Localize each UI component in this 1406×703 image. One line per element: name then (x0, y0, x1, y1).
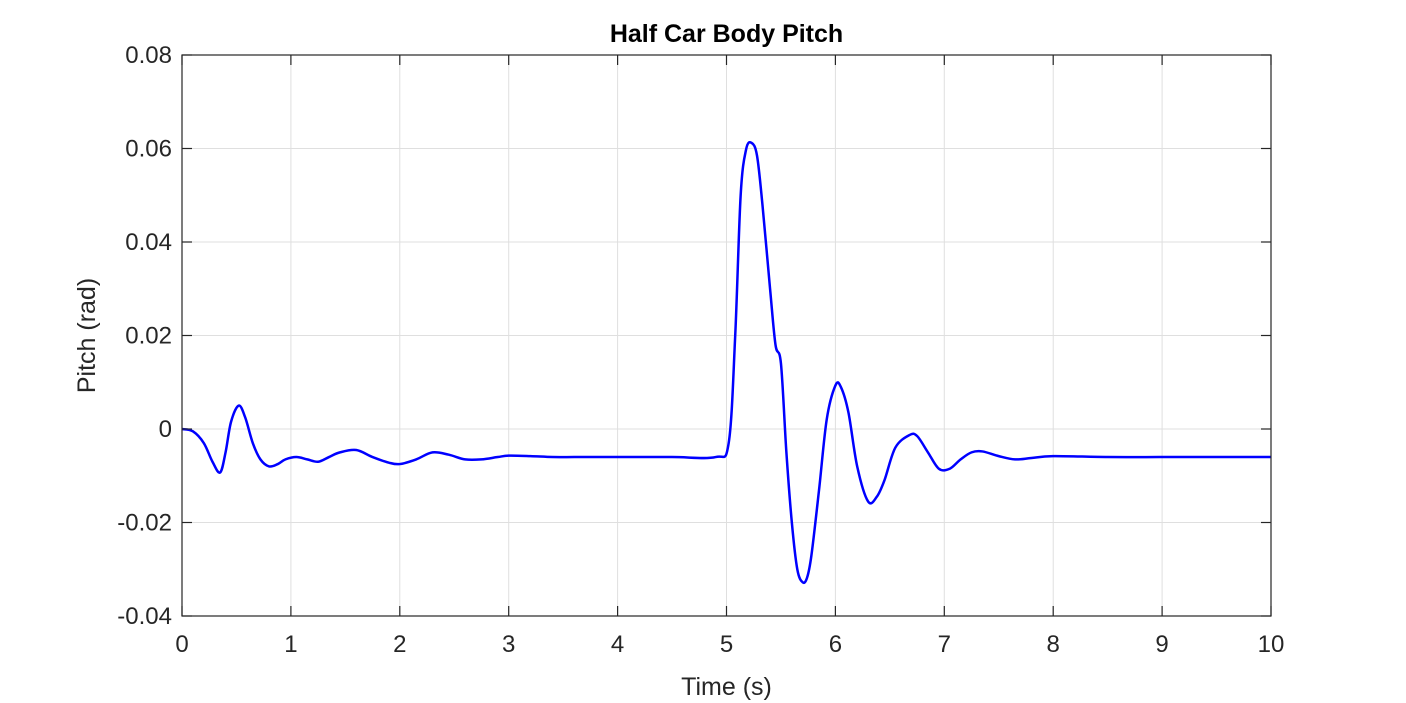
x-tick-label: 5 (720, 631, 733, 658)
x-tick-label: 2 (393, 631, 406, 658)
x-axis-label: Time (s) (681, 673, 772, 701)
chart-title: Half Car Body Pitch (610, 20, 843, 48)
y-tick-label: 0.02 (125, 323, 172, 350)
x-tick-label: 4 (611, 631, 624, 658)
y-tick-label: -0.02 (117, 510, 172, 537)
x-tick-label: 10 (1258, 631, 1285, 658)
series-line (181, 140, 1271, 585)
x-tick-label: 3 (502, 631, 515, 658)
x-tick-label: 6 (829, 631, 842, 658)
x-tick-label: 8 (1047, 631, 1060, 658)
x-tick-label: 7 (938, 631, 951, 658)
x-tick-label: 1 (284, 631, 297, 658)
y-tick-label: 0.08 (125, 42, 172, 69)
x-tick-label: 0 (175, 631, 188, 658)
y-tick-label: -0.04 (117, 603, 172, 630)
ticks (181, 54, 1272, 617)
tick-labels: 0 1 2 3 4 5 6 7 8 9 10 -0.04 -0.02 0 0.02 0.04 0.06 0.08 (117, 42, 1284, 658)
y-tick-label: 0.04 (125, 229, 172, 256)
series-layer (181, 140, 1271, 585)
y-axis-label: Pitch (rad) (73, 278, 101, 393)
y-tick-label: 0 (159, 416, 172, 443)
y-tick-label: 0.06 (125, 136, 172, 163)
x-tick-label: 9 (1155, 631, 1168, 658)
